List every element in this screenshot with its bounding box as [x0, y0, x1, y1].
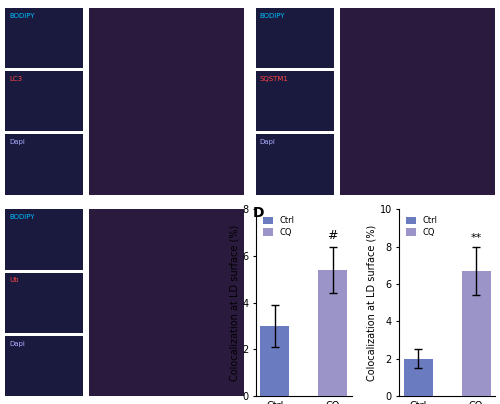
Text: Dapi: Dapi	[9, 139, 25, 145]
Y-axis label: Colocalization at LD surface (%): Colocalization at LD surface (%)	[366, 225, 376, 381]
Text: D: D	[261, 215, 272, 229]
Legend: Ctrl, CQ: Ctrl, CQ	[260, 214, 297, 239]
Text: C: C	[12, 215, 22, 229]
Bar	[260, 326, 290, 396]
Text: D: D	[252, 206, 264, 220]
Text: Dapi: Dapi	[9, 341, 25, 347]
Text: Ub: Ub	[9, 278, 18, 284]
Bar	[318, 270, 347, 396]
Text: #: #	[328, 229, 338, 242]
Legend: Ctrl, CQ: Ctrl, CQ	[404, 214, 440, 239]
Text: LC3: LC3	[9, 76, 22, 82]
Text: B: B	[263, 14, 274, 27]
Text: A: A	[12, 14, 23, 27]
Text: **: **	[470, 233, 482, 243]
Text: BODIPY: BODIPY	[260, 13, 285, 19]
Bar	[462, 271, 490, 396]
Text: BODIPY: BODIPY	[9, 13, 34, 19]
Text: BODIPY: BODIPY	[9, 214, 34, 220]
Text: SQSTM1: SQSTM1	[260, 76, 288, 82]
Bar	[404, 359, 432, 396]
Text: Dapi: Dapi	[260, 139, 276, 145]
Y-axis label: Colocalization at LD surface (%): Colocalization at LD surface (%)	[230, 225, 239, 381]
